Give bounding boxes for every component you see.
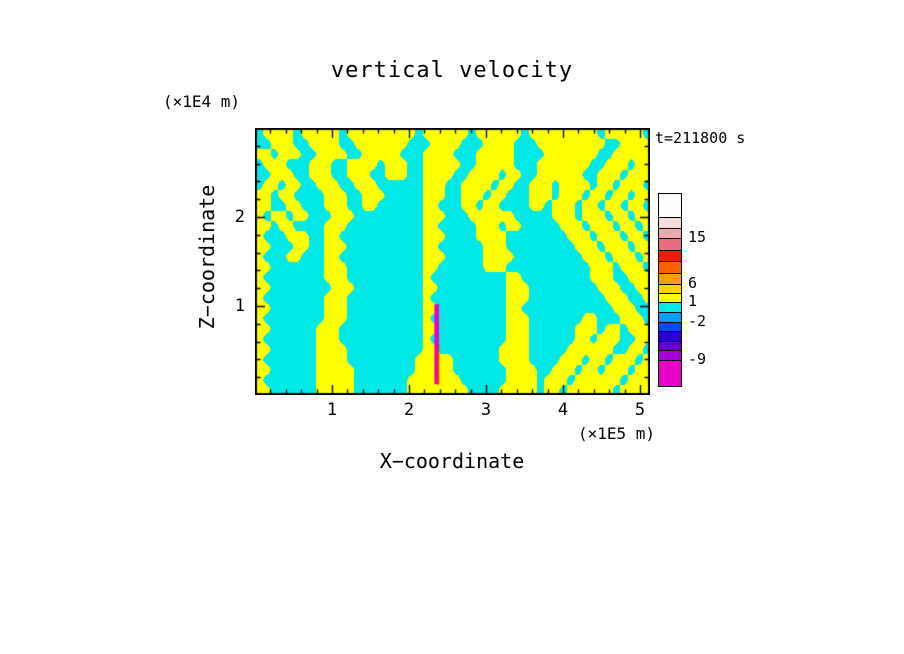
x-tick-label: 4 [557, 400, 569, 420]
colorbar-tick-label: -2 [688, 311, 707, 330]
plot-area [255, 128, 650, 395]
colorbar-tick-label: 6 [688, 274, 698, 293]
colorbar-segment [659, 292, 681, 303]
colorbar-segment [659, 321, 681, 332]
colorbar-segment [659, 284, 681, 293]
colorbar [658, 193, 682, 387]
x-axis-title: X−coordinate [379, 449, 525, 473]
chart-title: vertical velocity [330, 58, 574, 83]
colorbar-segment [659, 272, 681, 285]
colorbar-segment [659, 360, 681, 386]
colorbar-segment [659, 217, 681, 228]
colorbar-segment [659, 331, 681, 341]
colorbar-segment [659, 261, 681, 273]
contour-plot-canvas [255, 128, 650, 395]
x-tick-label: 1 [326, 400, 338, 420]
x-tick-label: 3 [480, 400, 492, 420]
colorbar-tick-label: -9 [688, 350, 707, 369]
z-axis-unit-label: (×1E4 m) [163, 92, 241, 111]
colorbar-segment [659, 249, 681, 262]
z-tick-label: 2 [234, 207, 245, 227]
colorbar-segment [659, 194, 681, 218]
colorbar-tick-label: 15 [688, 228, 707, 247]
time-label: t=211800 s [655, 129, 746, 147]
colorbar-segment [659, 238, 681, 250]
colorbar-segment [659, 312, 681, 322]
colorbar-segment [659, 350, 681, 361]
z-tick-label: 1 [234, 296, 245, 316]
x-axis-unit-label: (×1E5 m) [577, 424, 655, 443]
x-tick-label: 5 [634, 400, 646, 420]
colorbar-segment [659, 227, 681, 239]
colorbar-segment [659, 302, 681, 313]
x-tick-label: 2 [403, 400, 415, 420]
colorbar-tick-label: 1 [688, 292, 698, 311]
z-axis-title: Z−coordinate [195, 184, 219, 330]
colorbar-segment [659, 340, 681, 351]
